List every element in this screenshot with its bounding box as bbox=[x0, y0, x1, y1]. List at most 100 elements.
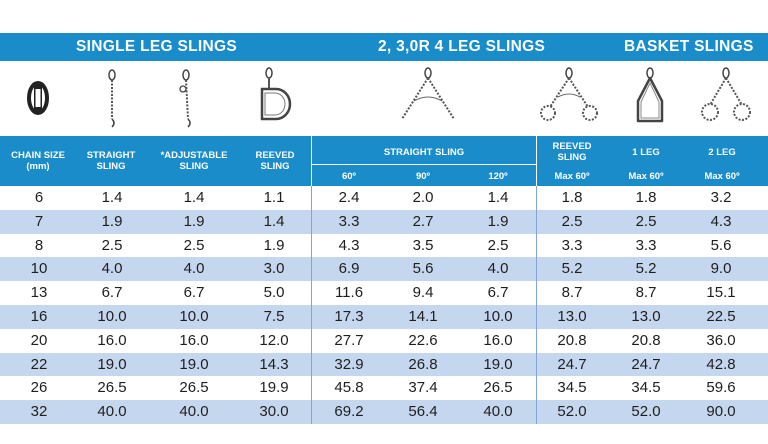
col-straight-sling-group: STRAIGHT SLING bbox=[383, 147, 465, 158]
cell-straight: 19.0 bbox=[97, 355, 127, 373]
cell-chain-size: 10 bbox=[30, 260, 48, 278]
cell-reeved: 5.0 bbox=[263, 284, 285, 302]
cell-chain-size: 20 bbox=[30, 331, 48, 349]
column-divider bbox=[536, 209, 537, 234]
cell-adjustable: 2.5 bbox=[183, 236, 205, 254]
column-divider bbox=[536, 304, 537, 329]
cell-adjustable: 1.4 bbox=[183, 189, 205, 206]
cell-60: 27.7 bbox=[334, 331, 364, 349]
cell-straight: 26.5 bbox=[97, 379, 127, 397]
col-angle-60: 60º bbox=[341, 171, 357, 182]
cell-basket-2leg: 42.8 bbox=[706, 355, 736, 373]
column-divider bbox=[311, 186, 312, 210]
col-two-leg: 2 LEG bbox=[708, 147, 736, 158]
data-table: 6 1.4 1.4 1.1 2.4 2.0 1.4 1.8 1.8 3.2 7 1.9 1.9 1.4 3.… bbox=[0, 186, 768, 424]
cell-straight: 4.0 bbox=[101, 260, 123, 278]
cell-reeved-multi: 3.3 bbox=[561, 236, 583, 254]
col-reeved-sling: REEVED SLING bbox=[255, 150, 295, 172]
cell-basket-2leg: 5.6 bbox=[710, 236, 732, 254]
cell-90: 22.6 bbox=[408, 331, 438, 349]
cell-adjustable: 10.0 bbox=[179, 307, 209, 325]
basket-two-leg-icon bbox=[698, 61, 754, 136]
cell-120: 2.5 bbox=[487, 236, 509, 254]
cell-reeved: 19.9 bbox=[259, 379, 289, 397]
table-row: 22 19.0 19.0 14.3 32.9 26.8 19.0 24.7 24.7 42.8 bbox=[0, 352, 768, 377]
column-divider bbox=[536, 352, 537, 377]
column-divider bbox=[311, 352, 312, 377]
cell-reeved-multi: 24.7 bbox=[557, 355, 587, 373]
cell-adjustable: 1.9 bbox=[183, 212, 205, 230]
cell-straight: 2.5 bbox=[101, 236, 123, 254]
column-divider bbox=[311, 281, 312, 305]
table-row: 7 1.9 1.9 1.4 3.3 2.7 1.9 2.5 2.5 4.3 bbox=[0, 209, 768, 234]
cell-reeved: 14.3 bbox=[259, 355, 289, 373]
cell-120: 16.0 bbox=[483, 331, 513, 349]
col-straight-sling: STRAIGHT SLING bbox=[86, 150, 136, 172]
multi-leg-slings-heading: 2, 3,0R 4 LEG SLINGS bbox=[378, 38, 546, 55]
header-divider bbox=[536, 136, 537, 186]
column-divider bbox=[311, 376, 312, 401]
column-divider bbox=[536, 376, 537, 401]
cell-chain-size: 16 bbox=[30, 307, 48, 325]
cell-basket-1leg: 5.2 bbox=[635, 260, 657, 278]
cell-reeved: 30.0 bbox=[259, 403, 289, 421]
cell-straight: 40.0 bbox=[97, 403, 127, 421]
cell-basket-2leg: 22.5 bbox=[706, 307, 736, 325]
cell-90: 9.4 bbox=[412, 284, 434, 302]
cell-straight: 16.0 bbox=[97, 331, 127, 349]
col-reeved-multi-sub: Max 60º bbox=[554, 171, 590, 182]
cell-reeved-multi: 5.2 bbox=[561, 260, 583, 278]
cell-60: 17.3 bbox=[334, 307, 364, 325]
col-one-leg: 1 LEG bbox=[632, 147, 660, 158]
column-divider bbox=[536, 400, 537, 424]
cell-90: 14.1 bbox=[408, 307, 438, 325]
cell-basket-1leg: 2.5 bbox=[635, 212, 657, 230]
column-divider bbox=[311, 257, 312, 282]
cell-basket-2leg: 15.1 bbox=[706, 284, 736, 302]
section-header-band: SINGLE LEG SLINGS 2, 3,0R 4 LEG SLINGS B… bbox=[0, 33, 768, 61]
cell-90: 26.8 bbox=[408, 355, 438, 373]
cell-60: 4.3 bbox=[338, 236, 360, 254]
cell-90: 5.6 bbox=[412, 260, 434, 278]
cell-reeved-multi: 20.8 bbox=[557, 331, 587, 349]
cell-90: 2.7 bbox=[412, 212, 434, 230]
cell-basket-1leg: 20.8 bbox=[631, 331, 661, 349]
cell-120: 40.0 bbox=[483, 403, 513, 421]
cell-120: 19.0 bbox=[483, 355, 513, 373]
cell-basket-2leg: 90.0 bbox=[706, 403, 736, 421]
table-row: 10 4.0 4.0 3.0 6.9 5.6 4.0 5.2 5.2 9.0 bbox=[0, 257, 768, 282]
cell-basket-1leg: 3.3 bbox=[635, 236, 657, 254]
header-divider bbox=[311, 136, 312, 186]
cell-reeved-multi: 34.5 bbox=[557, 379, 587, 397]
cell-straight: 1.4 bbox=[101, 189, 123, 206]
cell-basket-2leg: 59.6 bbox=[706, 379, 736, 397]
column-divider bbox=[311, 400, 312, 424]
column-divider bbox=[536, 281, 537, 305]
table-row: 20 16.0 16.0 12.0 27.7 22.6 16.0 20.8 20.8 36.0 bbox=[0, 328, 768, 353]
cell-basket-2leg: 3.2 bbox=[710, 189, 732, 206]
table-row: 6 1.4 1.4 1.1 2.4 2.0 1.4 1.8 1.8 3.2 bbox=[0, 186, 768, 210]
cell-adjustable: 6.7 bbox=[183, 284, 205, 302]
cell-reeved-multi: 2.5 bbox=[561, 212, 583, 230]
table-row: 32 40.0 40.0 30.0 69.2 56.4 40.0 52.0 52.0 90.0 bbox=[0, 400, 768, 424]
col-angle-90: 90º bbox=[415, 171, 431, 182]
table-row: 16 10.0 10.0 7.5 17.3 14.1 10.0 13.0 13.0 22.5 bbox=[0, 304, 768, 329]
cell-90: 3.5 bbox=[412, 236, 434, 254]
cell-adjustable: 4.0 bbox=[183, 260, 205, 278]
cell-straight: 6.7 bbox=[101, 284, 123, 302]
col-adjustable-sling: *ADJUSTABLE SLING bbox=[160, 150, 228, 172]
basket-slings-heading: BASKET SLINGS bbox=[624, 38, 754, 55]
cell-chain-size: 22 bbox=[30, 355, 48, 373]
cell-basket-1leg: 1.8 bbox=[635, 189, 657, 206]
col-chain-size: CHAIN SIZE (mm) bbox=[11, 150, 65, 172]
cell-basket-1leg: 34.5 bbox=[631, 379, 661, 397]
reeved-sling-icon bbox=[254, 61, 294, 136]
cell-reeved: 3.0 bbox=[263, 260, 285, 278]
col-one-leg-sub: Max 60º bbox=[628, 171, 664, 182]
reeved-two-leg-sling-icon bbox=[536, 61, 602, 136]
cell-straight: 1.9 bbox=[101, 212, 123, 230]
cell-basket-1leg: 52.0 bbox=[631, 403, 661, 421]
table-row: 8 2.5 2.5 1.9 4.3 3.5 2.5 3.3 3.3 5.6 bbox=[0, 233, 768, 258]
cell-reeved-multi: 1.8 bbox=[561, 189, 583, 206]
column-divider bbox=[536, 186, 537, 210]
